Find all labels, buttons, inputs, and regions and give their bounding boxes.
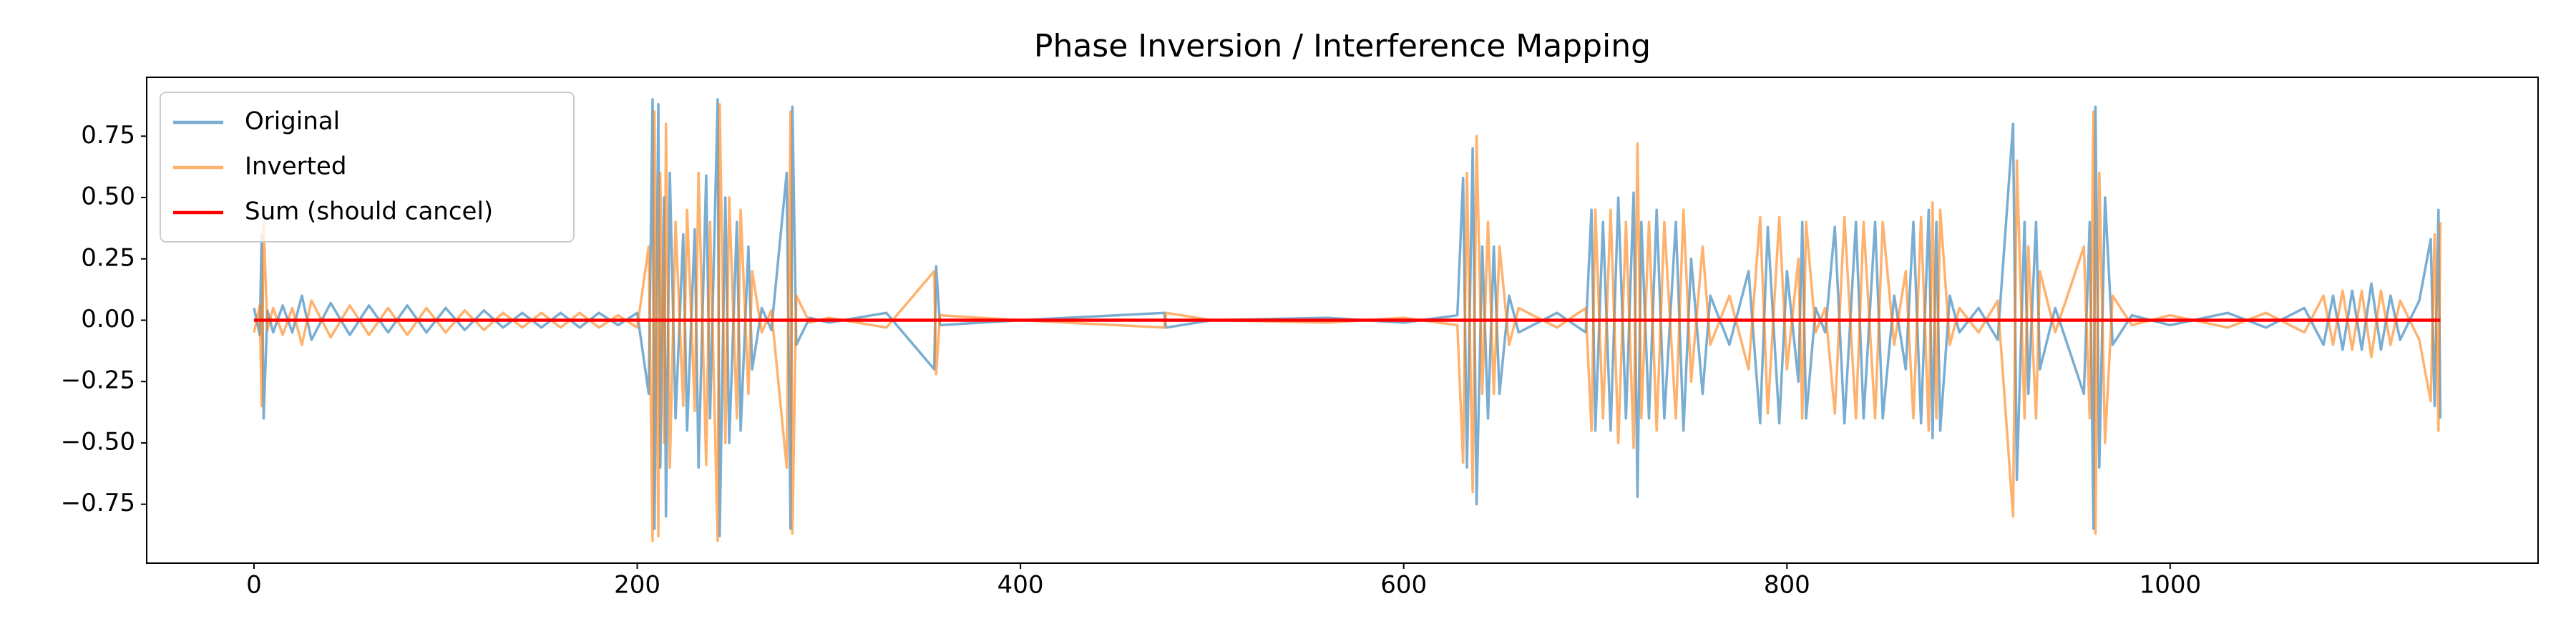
y-tick-label: −0.75 xyxy=(61,489,135,517)
legend-label: Sum (should cancel) xyxy=(245,197,493,226)
x-tick-label: 0 xyxy=(246,571,262,600)
legend-label: Original xyxy=(245,107,340,136)
y-tick-label: 0.50 xyxy=(81,182,135,211)
x-tick-label: 200 xyxy=(614,571,660,600)
x-tick-label: 400 xyxy=(997,571,1044,600)
y-tick-label: 0.00 xyxy=(81,305,135,333)
x-tick-label: 600 xyxy=(1380,571,1427,600)
y-tick-label: −0.25 xyxy=(61,366,135,395)
legend-box xyxy=(160,92,575,243)
x-tick-label: 1000 xyxy=(2140,571,2202,600)
series-line xyxy=(253,98,2442,538)
y-tick-label: 0.75 xyxy=(81,121,135,150)
y-tick-label: 0.25 xyxy=(81,243,135,272)
y-tick-label: −0.50 xyxy=(61,427,135,456)
chart-title: Phase Inversion / Interference Mapping xyxy=(1034,28,1651,64)
x-tick-label: 800 xyxy=(1764,571,1810,600)
series-line xyxy=(253,102,2442,542)
legend-label: Inverted xyxy=(245,152,346,181)
